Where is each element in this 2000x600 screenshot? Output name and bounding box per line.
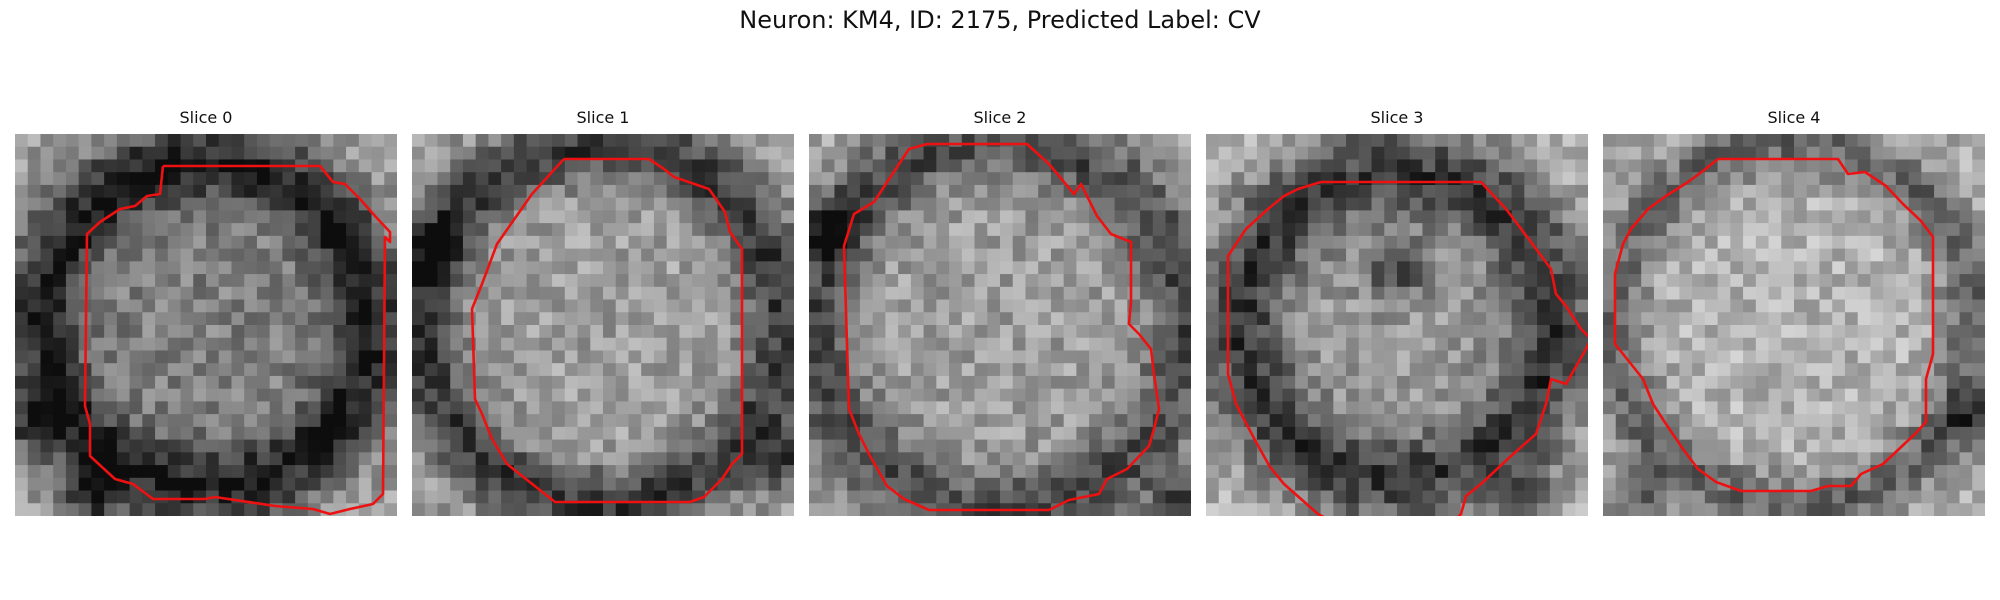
pixel-grid [809,134,1191,516]
pixel-grid [1603,134,1985,516]
pixel-grid [1206,134,1588,516]
segmentation-contour [83,164,392,516]
slice-image-2 [809,134,1191,516]
slice-title-0: Slice 0 [179,108,233,127]
pixel-grid [15,134,397,516]
figure-title: Neuron: KM4, ID: 2175, Predicted Label: … [739,6,1261,34]
slice-title-1: Slice 1 [576,108,630,127]
segmentation-contour [470,157,744,504]
slice-image-4 [1603,134,1985,516]
segmentation-contour [1613,157,1935,493]
slice-title-2: Slice 2 [973,108,1027,127]
segmentation-contour [842,142,1161,512]
slice-image-3 [1206,134,1588,516]
slice-title-3: Slice 3 [1370,108,1424,127]
segmentation-contour [1226,180,1588,516]
slice-title-4: Slice 4 [1767,108,1821,127]
slice-image-0 [15,134,397,516]
pixel-grid [412,134,794,516]
slice-image-1 [412,134,794,516]
